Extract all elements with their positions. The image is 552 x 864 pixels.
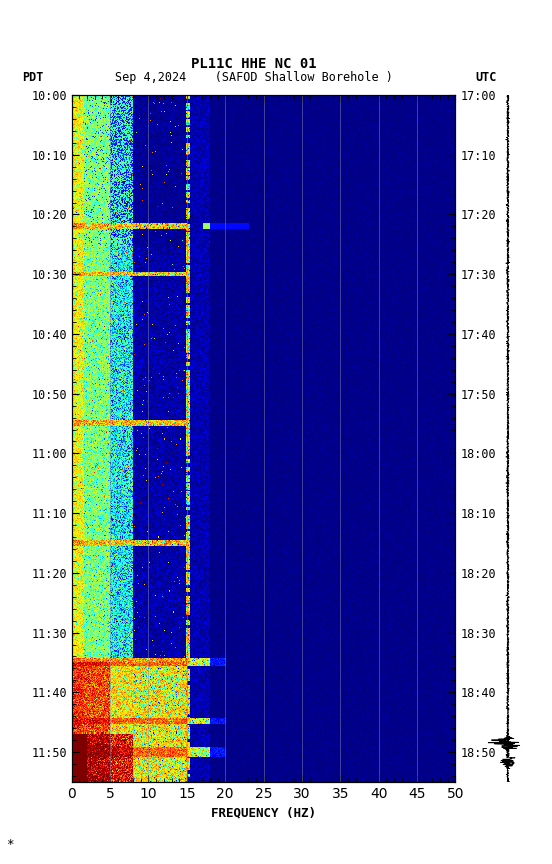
- X-axis label: FREQUENCY (HZ): FREQUENCY (HZ): [211, 806, 316, 819]
- Text: PL11C HHE NC 01: PL11C HHE NC 01: [191, 57, 317, 71]
- Text: PDT: PDT: [22, 71, 44, 85]
- Text: Sep 4,2024    (SAFOD Shallow Borehole ): Sep 4,2024 (SAFOD Shallow Borehole ): [115, 71, 393, 85]
- Text: UTC: UTC: [475, 71, 497, 85]
- Text: *: *: [6, 838, 13, 851]
